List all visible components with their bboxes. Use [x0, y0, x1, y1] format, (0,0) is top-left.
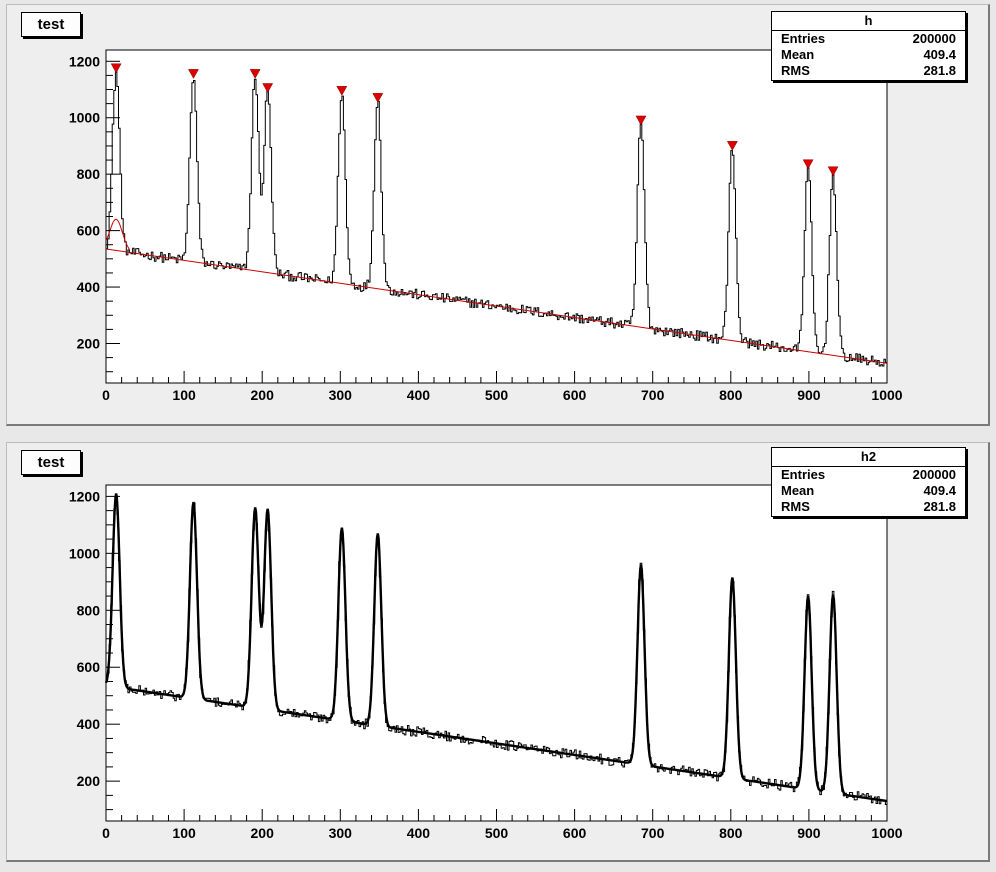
y-tick-label: 600 — [77, 659, 101, 675]
x-tick-label: 100 — [172, 387, 196, 403]
histogram-series — [106, 493, 887, 805]
y-tick-label: 800 — [77, 602, 101, 618]
x-tick-label: 900 — [797, 387, 821, 403]
top-stats-box: h Entries 200000 Mean 409.4 RMS 281.8 — [771, 11, 966, 81]
x-tick-label: 400 — [407, 387, 431, 403]
top-pad[interactable]: 0 100 200 300 400 500 600 700 800 900 1000 200 400 60… — [6, 4, 990, 426]
y-tick-label: 200 — [77, 335, 101, 351]
bottom-plot-title: test — [21, 450, 81, 475]
y-tick-label: 800 — [77, 166, 101, 182]
plot-frame — [105, 49, 888, 384]
bottom-stats-box: h2 Entries 200000 Mean 409.4 RMS 281.8 — [771, 447, 966, 517]
stats-label: Entries — [781, 467, 826, 482]
peak-marker-0 — [110, 63, 122, 74]
x-tick-label: 800 — [719, 387, 743, 403]
y-tick-label: 400 — [77, 279, 101, 295]
peak-marker-1 — [188, 69, 199, 79]
peak-marker-3 — [262, 83, 274, 94]
fit-curve — [104, 493, 888, 803]
x-tick-label: 500 — [485, 825, 509, 841]
x-tick-label: 200 — [251, 825, 275, 841]
stats-value: 281.8 — [923, 63, 956, 78]
peak-marker-7 — [726, 141, 738, 151]
bottom-pad[interactable]: 0 100 200 300 400 500 600 700 800 900 1000 200 400 60… — [6, 442, 990, 862]
x-tick-label: 0 — [102, 387, 110, 403]
stats-value: 409.4 — [923, 483, 956, 498]
x-tick-label: 0 — [102, 825, 110, 841]
peak-marker-4 — [336, 86, 348, 96]
peak-marker-9 — [827, 166, 839, 177]
bottom-stats-name: h2 — [772, 448, 965, 467]
stats-label: Mean — [781, 483, 815, 498]
top-stats-name: h — [772, 12, 965, 31]
bottom-stats-rms: RMS 281.8 — [772, 499, 965, 515]
stats-value: 409.4 — [923, 47, 956, 62]
x-tick-label: 900 — [797, 825, 821, 841]
stats-label: RMS — [781, 63, 810, 78]
x-tick-label: 700 — [641, 387, 665, 403]
top-plot-title: test — [21, 12, 81, 37]
stats-value: 281.8 — [923, 499, 956, 514]
y-tick-label: 200 — [77, 773, 101, 789]
x-tick-label: 700 — [641, 825, 665, 841]
top-histogram-plot: 0 100 200 300 400 500 600 700 800 900 1000 200 400 60… — [69, 49, 903, 403]
stats-label: Mean — [781, 47, 815, 62]
x-tick-label: 1000 — [871, 825, 902, 841]
stats-label: RMS — [781, 499, 810, 514]
stats-value: 200000 — [912, 467, 956, 482]
stats-value: 200000 — [912, 31, 956, 46]
y-tick-label: 600 — [77, 223, 101, 239]
x-tick-label: 400 — [407, 825, 431, 841]
x-tick-label: 300 — [329, 387, 353, 403]
x-tick-label: 300 — [329, 825, 353, 841]
x-tick-label: 500 — [485, 387, 509, 403]
x-tick-label: 600 — [563, 825, 587, 841]
top-stats-entries: Entries 200000 — [772, 31, 965, 47]
top-stats-mean: Mean 409.4 — [772, 47, 965, 63]
bottom-histogram-plot: 0 100 200 300 400 500 600 700 800 900 1000 200 400 60… — [69, 484, 903, 841]
y-tick-label: 400 — [77, 716, 101, 732]
peak-marker-5 — [372, 93, 384, 103]
peak-marker-6 — [635, 115, 647, 126]
y-tick-label: 1000 — [69, 545, 100, 561]
peak-marker-2 — [249, 69, 261, 79]
x-tick-label: 600 — [563, 387, 587, 403]
y-tick-label: 1000 — [69, 110, 100, 126]
y-tick-label: 1200 — [69, 488, 100, 504]
peak-marker-8 — [802, 159, 814, 170]
x-tick-label: 800 — [719, 825, 743, 841]
bottom-stats-mean: Mean 409.4 — [772, 483, 965, 499]
top-stats-rms: RMS 281.8 — [772, 63, 965, 79]
stats-label: Entries — [781, 31, 826, 46]
x-tick-label: 1000 — [871, 387, 902, 403]
bottom-stats-entries: Entries 200000 — [772, 467, 965, 483]
y-tick-label: 1200 — [69, 53, 100, 69]
background-estimate-line — [105, 248, 888, 364]
histogram-series — [106, 69, 887, 367]
x-tick-label: 200 — [251, 387, 275, 403]
x-tick-label: 100 — [172, 825, 196, 841]
plot-frame — [105, 484, 888, 822]
